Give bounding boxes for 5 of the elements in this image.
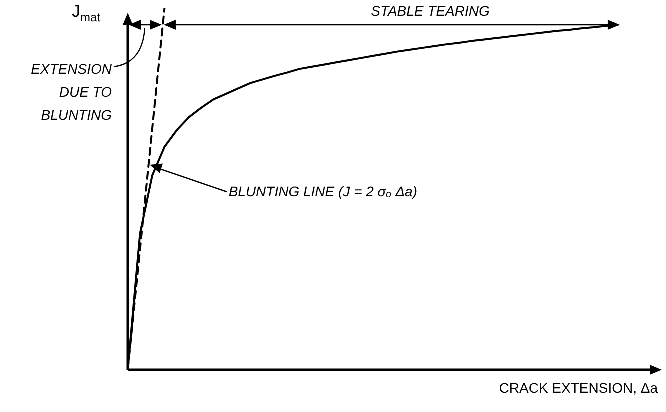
y-axis-title: J$_{mat}$ [72,2,101,24]
text: EXTENSION DUE TO BLUNTING [31,60,113,123]
annotation: BLUNTING LINE (J = 2 σₒ Δa) [228,184,418,200]
annotation: STABLE TEARING [371,2,490,19]
x-axis-title: CRACK EXTENSION, Δa [499,380,658,396]
